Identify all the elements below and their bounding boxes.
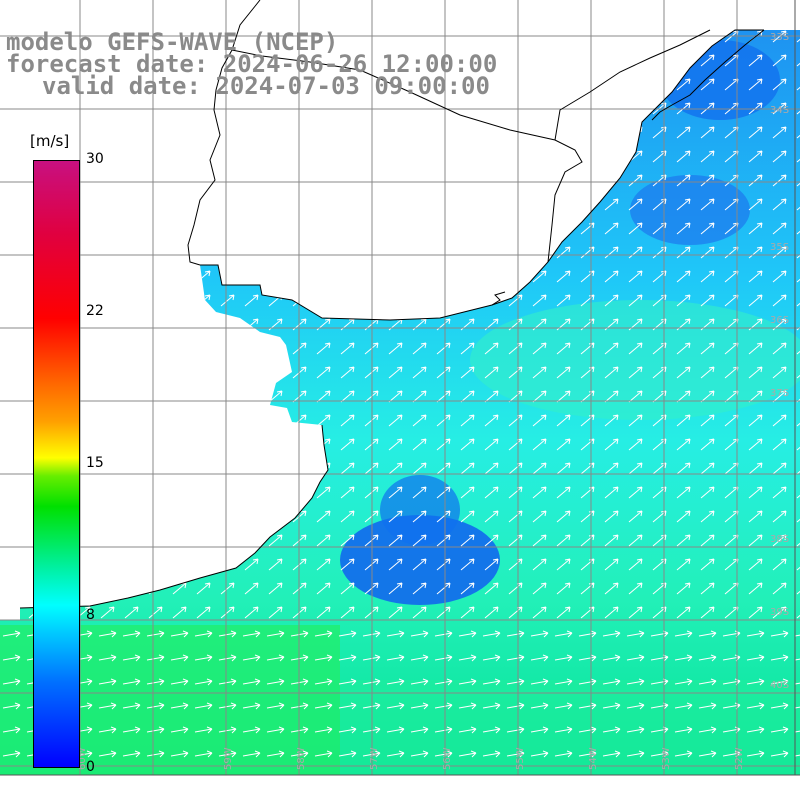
faint-grid-labels: 33S 34S 35S 36S 37S 38S 39S 40S 60W 59W … bbox=[77, 32, 789, 770]
lat-label-40s: 40S bbox=[770, 680, 789, 691]
colorbar-unit: [m/s] bbox=[30, 132, 70, 150]
lat-label-37s: 37S bbox=[770, 388, 789, 399]
valid-date: valid date: 2024-07-03 09:00:00 bbox=[42, 72, 490, 100]
model-title: modelo GEFS-WAVE (NCEP) bbox=[6, 28, 339, 56]
colorbar-label-30: 30 bbox=[86, 151, 104, 167]
forecast-date: forecast date: 2024-06-26 12:00:00 bbox=[6, 50, 498, 78]
lat-label-39s: 39S bbox=[770, 607, 789, 618]
colorbar-label-0: 0 bbox=[86, 759, 95, 775]
colorbar-label-22: 22 bbox=[86, 303, 104, 319]
lat-label-33s: 33S bbox=[770, 32, 789, 43]
lat-lon-grid bbox=[0, 0, 800, 775]
colorbar-label-8: 8 bbox=[86, 607, 95, 623]
frame-ticks bbox=[0, 0, 800, 776]
colorbar bbox=[33, 160, 80, 768]
lat-label-38s: 38S bbox=[770, 534, 789, 545]
lon-label-59w: 59W bbox=[223, 747, 234, 770]
wind-arrows-east bbox=[0, 620, 800, 775]
lon-label-58w: 58W bbox=[296, 747, 307, 770]
lon-label-56w: 56W bbox=[442, 747, 453, 770]
lat-label-36s: 36S bbox=[770, 315, 789, 326]
colorbar-label-15: 15 bbox=[86, 455, 104, 471]
lon-label-53w: 53W bbox=[661, 747, 672, 770]
lat-label-34s: 34S bbox=[770, 105, 789, 116]
lon-label-52w: 52W bbox=[734, 747, 745, 770]
country-borders bbox=[187, 0, 711, 306]
lon-label-60w: 60W bbox=[77, 747, 88, 770]
lon-label-57w: 57W bbox=[369, 747, 380, 770]
lat-label-35s: 35S bbox=[770, 242, 789, 253]
lon-label-54w: 54W bbox=[588, 747, 599, 770]
lon-label-55w: 55W bbox=[515, 747, 526, 770]
